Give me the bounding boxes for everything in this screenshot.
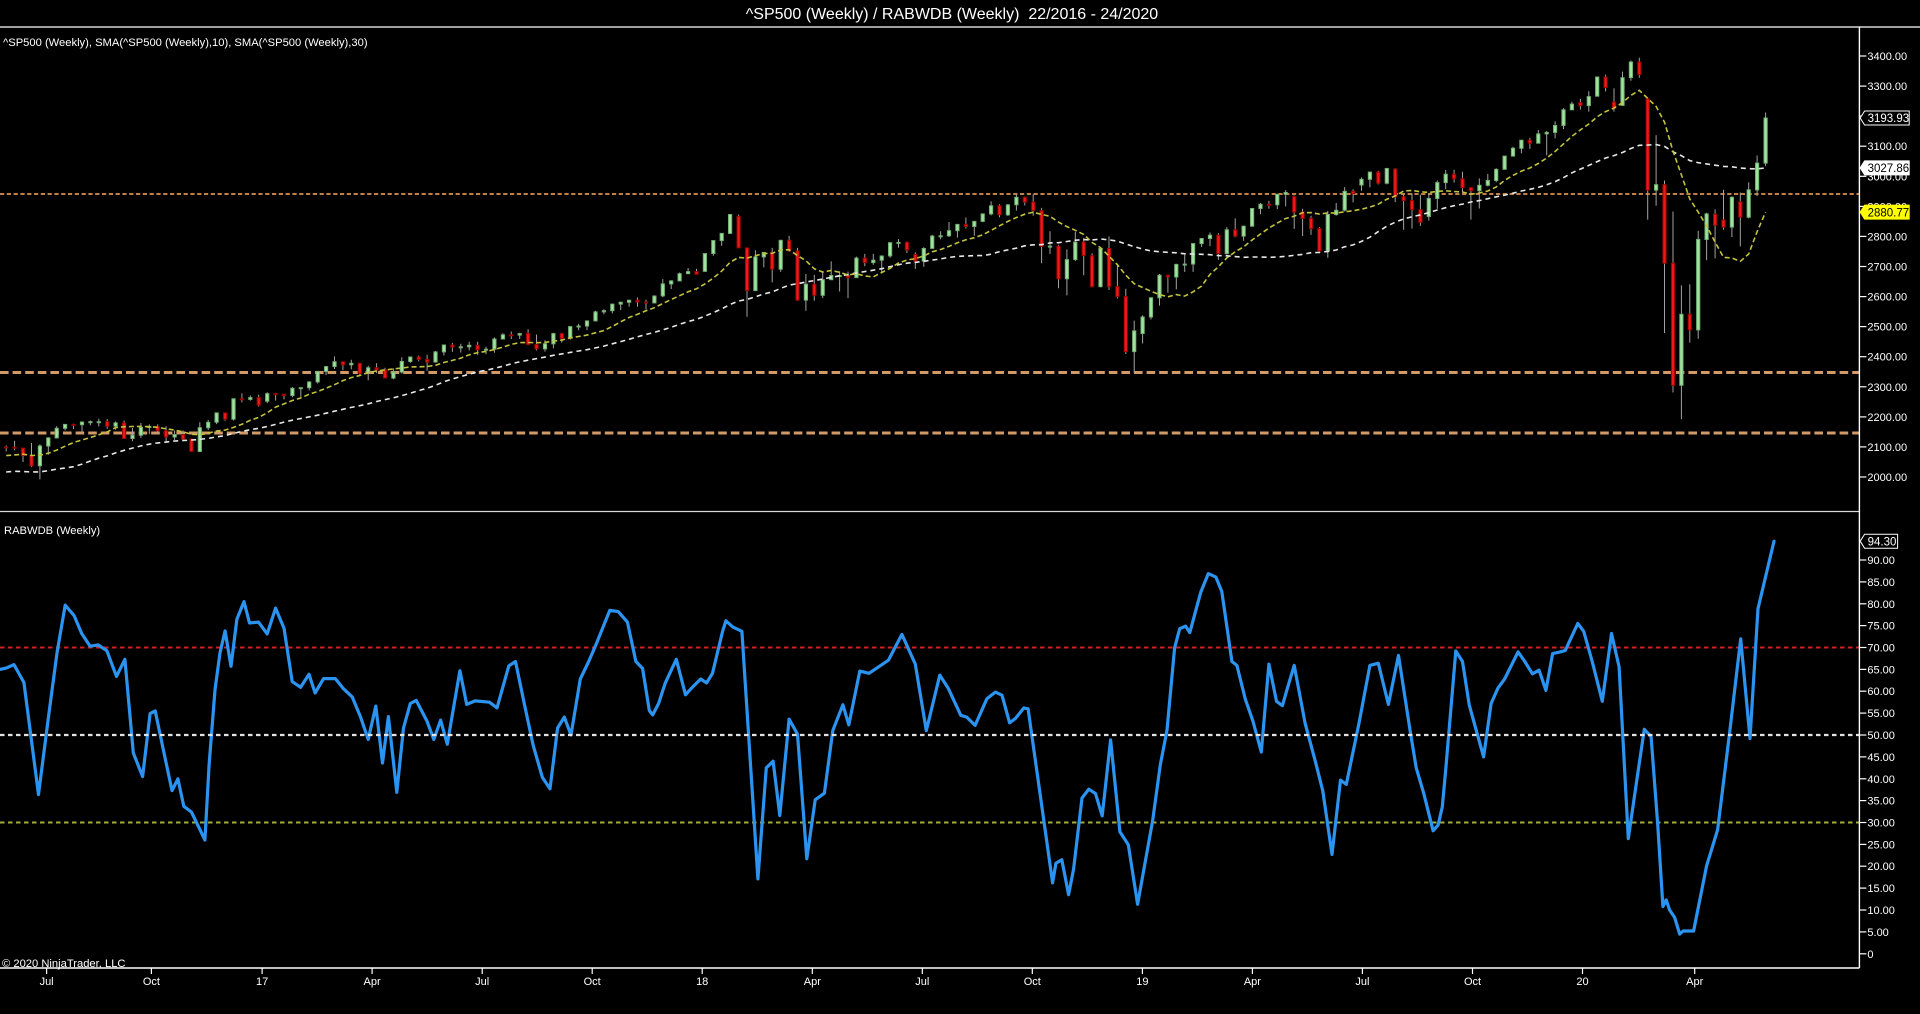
svg-text:55.00: 55.00 — [1867, 708, 1895, 720]
svg-text:65.00: 65.00 — [1867, 664, 1895, 676]
svg-text:Oct: Oct — [1024, 976, 1041, 988]
svg-text:0: 0 — [1867, 949, 1873, 961]
svg-text:2400.00: 2400.00 — [1867, 352, 1907, 364]
svg-text:30.00: 30.00 — [1867, 818, 1895, 830]
svg-text:Jul: Jul — [40, 976, 54, 988]
svg-text:RABWDB (Weekly): RABWDB (Weekly) — [4, 525, 100, 537]
svg-text:90.00: 90.00 — [1867, 555, 1895, 567]
svg-text:20.00: 20.00 — [1867, 861, 1895, 873]
svg-text:Apr: Apr — [364, 976, 381, 988]
svg-text:94.30: 94.30 — [1868, 536, 1897, 548]
svg-text:Apr: Apr — [804, 976, 821, 988]
svg-text:5.00: 5.00 — [1867, 927, 1888, 939]
svg-text:50.00: 50.00 — [1867, 730, 1895, 742]
svg-text:85.00: 85.00 — [1867, 577, 1895, 589]
svg-text:2000.00: 2000.00 — [1867, 472, 1907, 484]
svg-text:75.00: 75.00 — [1867, 621, 1895, 633]
svg-text:Oct: Oct — [1464, 976, 1481, 988]
svg-text:40.00: 40.00 — [1867, 774, 1895, 786]
svg-text:70.00: 70.00 — [1867, 643, 1895, 655]
svg-text:2800.00: 2800.00 — [1867, 231, 1907, 243]
svg-text:18: 18 — [696, 976, 708, 988]
svg-text:19: 19 — [1136, 976, 1148, 988]
svg-text:3027.86: 3027.86 — [1868, 163, 1910, 175]
svg-text:2600.00: 2600.00 — [1867, 292, 1907, 304]
svg-text:15.00: 15.00 — [1867, 883, 1895, 895]
svg-text:2700.00: 2700.00 — [1867, 262, 1907, 274]
svg-text:45.00: 45.00 — [1867, 752, 1895, 764]
svg-text:2500.00: 2500.00 — [1867, 322, 1907, 334]
svg-text:^SP500 (Weekly), SMA(^SP500 (W: ^SP500 (Weekly), SMA(^SP500 (Weekly),10)… — [3, 37, 368, 49]
svg-text:3193.93: 3193.93 — [1868, 113, 1910, 125]
svg-text:3300.00: 3300.00 — [1867, 81, 1907, 93]
svg-text:Jul: Jul — [1355, 976, 1369, 988]
svg-text:2100.00: 2100.00 — [1867, 442, 1907, 454]
svg-text:Apr: Apr — [1244, 976, 1261, 988]
svg-text:Jul: Jul — [475, 976, 489, 988]
svg-text:2200.00: 2200.00 — [1867, 412, 1907, 424]
svg-text:10.00: 10.00 — [1867, 905, 1895, 917]
svg-text:Oct: Oct — [143, 976, 160, 988]
svg-text:60.00: 60.00 — [1867, 686, 1895, 698]
svg-text:^SP500 (Weekly) / RABWDB (Week: ^SP500 (Weekly) / RABWDB (Weekly) 22/201… — [746, 6, 1159, 23]
svg-text:35.00: 35.00 — [1867, 796, 1895, 808]
svg-text:17: 17 — [256, 976, 268, 988]
svg-text:2300.00: 2300.00 — [1867, 382, 1907, 394]
svg-text:3400.00: 3400.00 — [1867, 51, 1907, 63]
svg-text:25.00: 25.00 — [1867, 839, 1895, 851]
svg-text:80.00: 80.00 — [1867, 599, 1895, 611]
svg-text:Apr: Apr — [1686, 976, 1703, 988]
svg-text:20: 20 — [1576, 976, 1588, 988]
svg-text:© 2020 NinjaTrader, LLC: © 2020 NinjaTrader, LLC — [2, 958, 126, 970]
svg-text:3100.00: 3100.00 — [1867, 141, 1907, 153]
svg-text:2880.77: 2880.77 — [1868, 207, 1910, 219]
svg-text:Oct: Oct — [584, 976, 601, 988]
svg-text:Jul: Jul — [915, 976, 929, 988]
